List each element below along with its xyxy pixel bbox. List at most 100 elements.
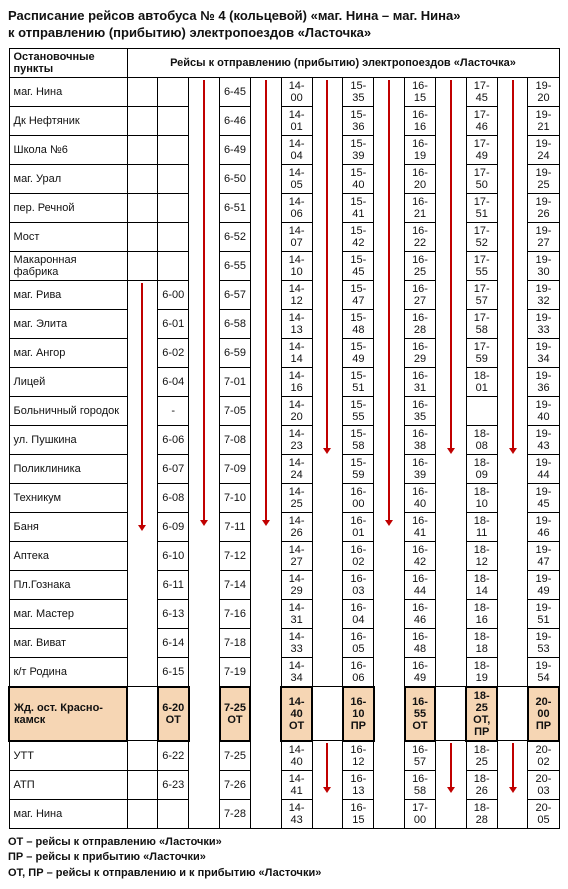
stop-name: маг. Элита — [9, 309, 127, 338]
time-cell: 15-41 — [343, 193, 374, 222]
time-cell: 6-00 — [158, 280, 189, 309]
time-cell: 15-45 — [343, 251, 374, 280]
time-cell — [158, 77, 189, 106]
time-cell — [158, 106, 189, 135]
time-cell: 16-04 — [343, 599, 374, 628]
stop-name: Макаронная фабрика — [9, 251, 127, 280]
arrow-cell — [127, 251, 158, 280]
time-cell: 14-13 — [281, 309, 312, 338]
time-cell: 7-26 — [220, 770, 251, 799]
time-cell — [158, 135, 189, 164]
time-cell: 6-55 — [220, 251, 251, 280]
stop-name: Больничный городок — [9, 396, 127, 425]
time-cell: 16-05 — [343, 628, 374, 657]
stop-name: маг. Ангор — [9, 338, 127, 367]
time-cell: 16-27 — [405, 280, 436, 309]
stop-name: Дк Нефтяник — [9, 106, 127, 135]
time-cell: 14-26 — [281, 512, 312, 541]
time-cell: 14-20 — [281, 396, 312, 425]
time-cell: 16-02 — [343, 541, 374, 570]
time-cell: 14-10 — [281, 251, 312, 280]
time-cell: 7-01 — [220, 367, 251, 396]
time-cell: 19-24 — [528, 135, 559, 164]
time-cell: 6-58 — [220, 309, 251, 338]
arrow-cell — [435, 687, 466, 741]
arrow-cell — [127, 741, 158, 771]
time-cell: 18-11 — [466, 512, 497, 541]
stop-name: Баня — [9, 512, 127, 541]
time-cell: 19-34 — [528, 338, 559, 367]
arrow-cell — [127, 770, 158, 799]
time-cell: 19-46 — [528, 512, 559, 541]
time-cell: 16-57 — [405, 741, 436, 771]
time-cell: 16-48 — [405, 628, 436, 657]
time-cell: 16-40 — [405, 483, 436, 512]
stop-name: Мост — [9, 222, 127, 251]
stop-name: пер. Речной — [9, 193, 127, 222]
time-cell: 7-12 — [220, 541, 251, 570]
time-cell: 7-28 — [220, 799, 251, 828]
time-cell: 6-22 — [158, 741, 189, 771]
time-cell: 17-45 — [466, 77, 497, 106]
time-cell: 6-13 — [158, 599, 189, 628]
arrow-cell — [127, 222, 158, 251]
time-cell: 19-21 — [528, 106, 559, 135]
stop-name: Пл.Гознака — [9, 570, 127, 599]
time-cell: 19-45 — [528, 483, 559, 512]
time-cell: 6-07 — [158, 454, 189, 483]
time-cell: 17-57 — [466, 280, 497, 309]
arrow-cell — [497, 77, 528, 687]
time-cell: 15-36 — [343, 106, 374, 135]
arrow-cell — [497, 687, 528, 741]
time-cell: 17-46 — [466, 106, 497, 135]
time-cell: - — [158, 396, 189, 425]
time-cell: 16-06 — [343, 657, 374, 687]
stop-name: маг. Урал — [9, 164, 127, 193]
time-cell: 15-59 — [343, 454, 374, 483]
time-cell: 14-31 — [281, 599, 312, 628]
time-cell: 16-16 — [405, 106, 436, 135]
time-cell: 16-13 — [343, 770, 374, 799]
time-cell: 18-19 — [466, 657, 497, 687]
time-cell: 16-20 — [405, 164, 436, 193]
time-cell: 7-11 — [220, 512, 251, 541]
time-cell: 17-00 — [405, 799, 436, 828]
time-cell: 14-43 — [281, 799, 312, 828]
time-cell: 16-41 — [405, 512, 436, 541]
time-cell: 19-40 — [528, 396, 559, 425]
arrow-cell — [127, 77, 158, 106]
time-cell: 14-01 — [281, 106, 312, 135]
time-cell: 14-40ОТ — [281, 687, 312, 741]
stop-name: маг. Виват — [9, 628, 127, 657]
time-cell: 7-10 — [220, 483, 251, 512]
time-cell: 6-49 — [220, 135, 251, 164]
time-cell: 16-15 — [343, 799, 374, 828]
arrow-cell — [127, 135, 158, 164]
time-cell: 7-25 — [220, 741, 251, 771]
time-cell: 17-52 — [466, 222, 497, 251]
time-cell: 14-16 — [281, 367, 312, 396]
time-cell: 6-10 — [158, 541, 189, 570]
title-line-1: Расписание рейсов автобуса № 4 (кольцево… — [8, 8, 560, 25]
time-cell: 17-55 — [466, 251, 497, 280]
time-cell: 19-26 — [528, 193, 559, 222]
stop-name: Жд. ост. Красно-камск — [9, 687, 127, 741]
time-cell: 15-40 — [343, 164, 374, 193]
time-cell: 15-58 — [343, 425, 374, 454]
time-cell: 19-20 — [528, 77, 559, 106]
time-cell: 6-52 — [220, 222, 251, 251]
time-cell: 16-49 — [405, 657, 436, 687]
arrow-cell — [127, 193, 158, 222]
time-cell: 16-25 — [405, 251, 436, 280]
time-cell: 17-49 — [466, 135, 497, 164]
time-cell: 16-55ОТ — [405, 687, 436, 741]
time-cell: 19-47 — [528, 541, 559, 570]
stop-name: Техникум — [9, 483, 127, 512]
time-cell: 6-59 — [220, 338, 251, 367]
time-cell: 6-06 — [158, 425, 189, 454]
time-cell — [158, 164, 189, 193]
time-cell: 18-12 — [466, 541, 497, 570]
stop-name: маг. Мастер — [9, 599, 127, 628]
time-cell: 6-57 — [220, 280, 251, 309]
time-cell: 17-58 — [466, 309, 497, 338]
